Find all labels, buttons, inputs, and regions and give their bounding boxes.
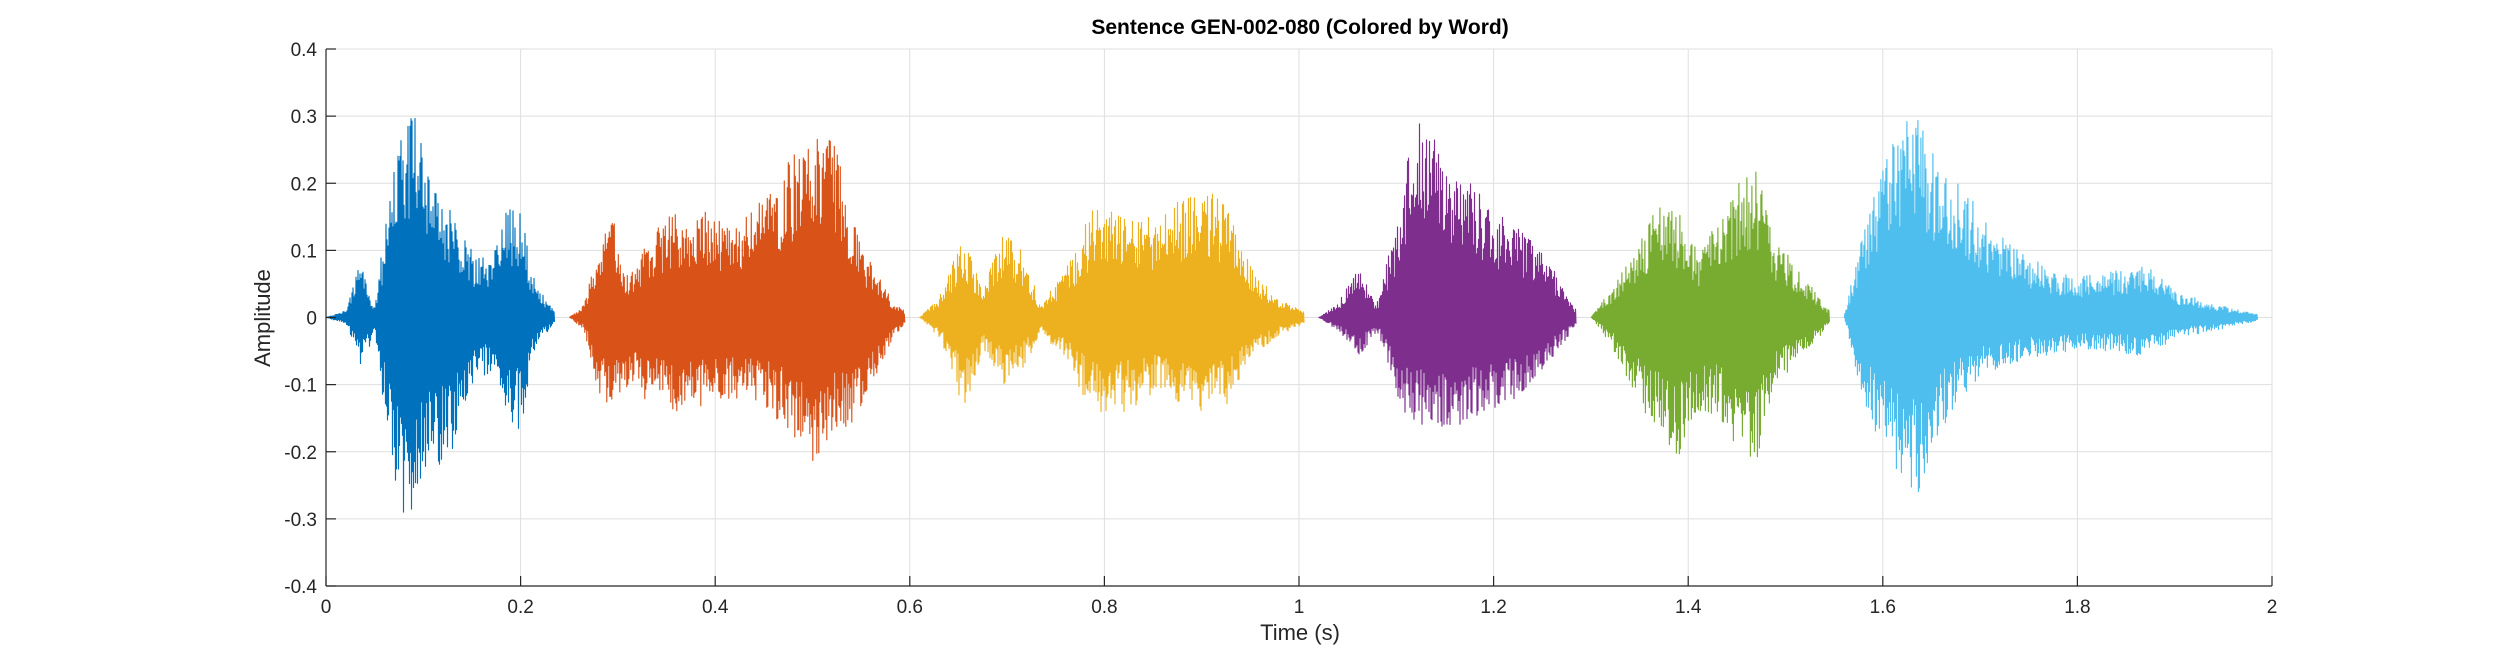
- x-tick-label-9: 1.8: [2064, 597, 2090, 618]
- chart-title: Sentence GEN-002-080 (Colored by Word): [1091, 16, 1508, 39]
- x-tick-label-3: 0.6: [897, 597, 923, 618]
- y-tick-label-4: 0: [306, 309, 317, 330]
- y-tick-label-7: 0.3: [291, 107, 317, 128]
- x-tick-label-4: 0.8: [1091, 597, 1117, 618]
- x-tick-label-8: 1.6: [1870, 597, 1896, 618]
- y-tick-label-1: -0.3: [284, 510, 317, 531]
- y-axis-label: Amplitude: [250, 269, 275, 367]
- waveform-segment-6: [1843, 120, 2258, 493]
- x-tick-label-2: 0.4: [702, 597, 729, 618]
- y-tick-label-6: 0.2: [291, 174, 317, 195]
- x-tick-label-0: 0: [321, 597, 332, 618]
- waveform-segment-4: [1318, 123, 1577, 427]
- y-tick-label-8: 0.4: [291, 40, 318, 61]
- waveform-segment-3: [919, 193, 1305, 413]
- x-tick-label-10: 2: [2267, 597, 2278, 618]
- axes: [325, 48, 2273, 587]
- y-tick-label-0: -0.4: [284, 577, 317, 598]
- x-tick-label-7: 1.4: [1675, 597, 1702, 618]
- x-tick-label-1: 0.2: [507, 597, 533, 618]
- waveform-segment-1: [325, 117, 556, 513]
- y-tick-label-3: -0.1: [284, 376, 317, 397]
- y-tick-label-5: 0.1: [291, 241, 317, 262]
- waveform-series: [325, 117, 2258, 513]
- tick-labels: 0 0.2 0.4 0.6 0.8 1 1.2 1.4 1.6 1.8 2 -0.4 -0.3 -0.2 -…: [284, 40, 2277, 618]
- x-axis-label: Time (s): [1260, 620, 1340, 645]
- y-tick-label-2: -0.2: [284, 443, 317, 464]
- waveform-segment-2: [569, 138, 906, 462]
- waveform-segment-5: [1590, 171, 1830, 458]
- x-tick-label-6: 1.2: [1480, 597, 1506, 618]
- x-tick-label-5: 1: [1294, 597, 1305, 618]
